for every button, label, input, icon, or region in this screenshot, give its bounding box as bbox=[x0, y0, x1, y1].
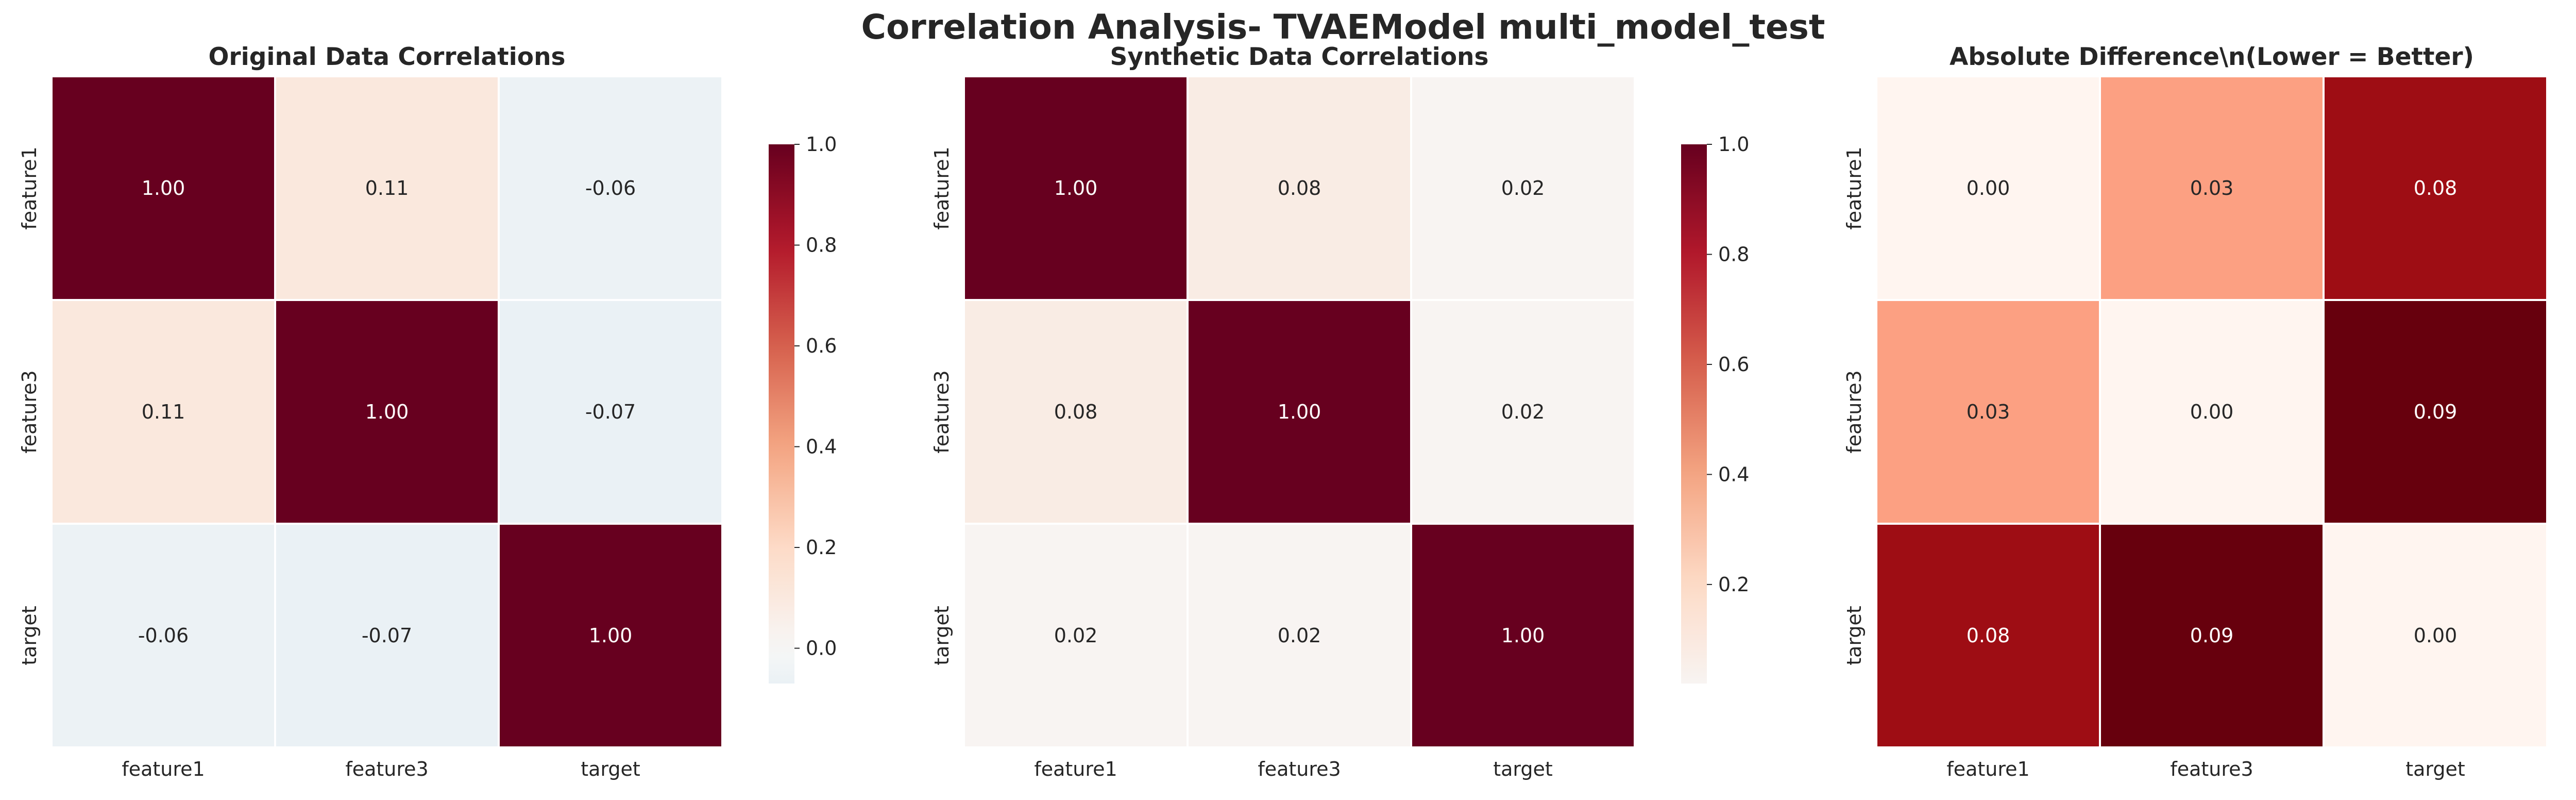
heatmap-cell-r2-c1 bbox=[1875, 299, 2101, 525]
cell-value-label: 0.09 bbox=[2414, 401, 2458, 423]
heatmap-panel-1: Original Data Correlations 1.00 0.11 -0.06 0… bbox=[18, 43, 837, 780]
y-tick-label: feature3 bbox=[930, 370, 953, 453]
cell-value-label: 1.00 bbox=[1054, 177, 1098, 199]
cell-value-label: 0.02 bbox=[1278, 624, 1321, 647]
colorbar-tick-label: 0.8 bbox=[1718, 243, 1749, 265]
colorbar-tick-label: 0.8 bbox=[806, 234, 837, 257]
y-tick-label: feature1 bbox=[18, 146, 41, 229]
heatmap-cell-r2-c3 bbox=[1410, 299, 1636, 525]
cell-value-label: 1.00 bbox=[1501, 624, 1545, 647]
y-tick-label: feature1 bbox=[1843, 146, 1866, 229]
cell-value-label: 0.08 bbox=[2414, 177, 2458, 199]
heatmap-panel-3: Absolute Difference\n(Lower = Better) 0.0… bbox=[1843, 43, 2548, 780]
cell-value-label: 0.02 bbox=[1501, 401, 1545, 423]
heatmap-cell-r2-c3 bbox=[498, 299, 723, 525]
cell-value-label: -0.07 bbox=[585, 401, 636, 423]
heatmap-cell-r3-c1 bbox=[50, 523, 276, 748]
heatmap-cell-r2-c2 bbox=[274, 299, 500, 525]
heatmap-cell-r1-c1 bbox=[50, 75, 276, 301]
y-tick-label: feature3 bbox=[18, 370, 41, 453]
cell-value-label: 0.11 bbox=[365, 177, 409, 199]
heatmap-cell-r1-c3 bbox=[2323, 75, 2548, 301]
heatmap-cell-r3-c3 bbox=[2323, 523, 2548, 748]
heatmap-cell-r1-c3 bbox=[1410, 75, 1636, 301]
colorbar-tick-label: 0.0 bbox=[806, 637, 837, 660]
heatmap-cell-r2-c2 bbox=[1187, 299, 1412, 525]
heatmap-cell-r3-c2 bbox=[1187, 523, 1412, 748]
cell-value-label: -0.06 bbox=[585, 177, 636, 199]
colorbar-tick-label: 1.0 bbox=[1718, 133, 1749, 156]
cell-value-label: 0.02 bbox=[1501, 177, 1545, 199]
y-tick-label: feature3 bbox=[1843, 370, 1866, 453]
x-tick-label: target bbox=[1493, 758, 1553, 780]
cell-value-label: 1.00 bbox=[589, 624, 633, 647]
heatmap-cell-r3-c2 bbox=[2099, 523, 2325, 748]
x-tick-label: target bbox=[581, 758, 640, 780]
cell-value-label: 0.00 bbox=[2190, 401, 2234, 423]
figure-suptitle: Correlation Analysis- TVAEModel multi_mo… bbox=[861, 7, 1825, 47]
colorbar-tick-label: 0.4 bbox=[1718, 463, 1749, 486]
cell-value-label: 0.11 bbox=[142, 401, 185, 423]
heatmap-cell-r1-c2 bbox=[274, 75, 500, 301]
heatmap-cell-r2-c3 bbox=[2323, 299, 2548, 525]
colorbar-tick-label: 0.6 bbox=[806, 335, 837, 357]
cell-value-label: -0.06 bbox=[138, 624, 189, 647]
heatmap-cell-r1-c3 bbox=[498, 75, 723, 301]
cell-value-label: 0.03 bbox=[2190, 177, 2234, 199]
panel-title: Synthetic Data Correlations bbox=[1110, 43, 1489, 71]
cell-value-label: 1.00 bbox=[142, 177, 185, 199]
heatmap-cell-r3-c1 bbox=[1875, 523, 2101, 748]
x-tick-label: feature1 bbox=[1946, 758, 2029, 780]
cell-value-label: 0.00 bbox=[1967, 177, 2010, 199]
panel-title: Original Data Correlations bbox=[208, 43, 565, 71]
cell-value-label: 0.08 bbox=[1967, 624, 2010, 647]
heatmap-cell-r1-c2 bbox=[1187, 75, 1412, 301]
cell-value-label: 0.02 bbox=[1054, 624, 1098, 647]
cell-value-label: 1.00 bbox=[1278, 401, 1321, 423]
y-tick-label: target bbox=[1843, 606, 1866, 665]
cell-value-label: 1.00 bbox=[365, 401, 409, 423]
y-tick-label: target bbox=[18, 606, 41, 665]
colorbar bbox=[769, 144, 794, 684]
cell-value-label: 0.08 bbox=[1278, 177, 1321, 199]
heatmap-cell-r3-c3 bbox=[1410, 523, 1636, 748]
heatmap-cell-r1-c2 bbox=[2099, 75, 2325, 301]
colorbar bbox=[1681, 144, 1707, 684]
cell-value-label: -0.07 bbox=[362, 624, 412, 647]
y-tick-label: target bbox=[930, 606, 953, 665]
colorbar-tick-label: 0.2 bbox=[806, 536, 837, 559]
colorbar-tick-label: 0.2 bbox=[1718, 573, 1749, 596]
x-tick-label: feature1 bbox=[1034, 758, 1117, 780]
heatmap-cell-r3-c3 bbox=[498, 523, 723, 748]
heatmap-cell-r1-c1 bbox=[1875, 75, 2101, 301]
colorbar-tick-label: 0.4 bbox=[806, 436, 837, 458]
heatmap-cell-r3-c2 bbox=[274, 523, 500, 748]
x-tick-label: feature3 bbox=[1258, 758, 1341, 780]
x-tick-label: feature1 bbox=[122, 758, 205, 780]
cell-value-label: 0.08 bbox=[1054, 401, 1098, 423]
x-tick-label: feature3 bbox=[2170, 758, 2253, 780]
colorbar-tick-label: 1.0 bbox=[806, 133, 837, 156]
cell-value-label: 0.00 bbox=[2414, 624, 2458, 647]
x-tick-label: feature3 bbox=[345, 758, 428, 780]
heatmap-cell-r1-c1 bbox=[963, 75, 1189, 301]
panel-title: Absolute Difference\n(Lower = Better) bbox=[1950, 43, 2474, 71]
y-tick-label: feature1 bbox=[930, 146, 953, 229]
heatmap-panel-2: Synthetic Data Correlations 1.00 0.08 0.02 0… bbox=[930, 43, 1749, 780]
cell-value-label: 0.09 bbox=[2190, 624, 2234, 647]
heatmap-cell-r2-c1 bbox=[50, 299, 276, 525]
x-tick-label: target bbox=[2405, 758, 2465, 780]
heatmap-cell-r2-c2 bbox=[2099, 299, 2325, 525]
colorbar-tick-label: 0.6 bbox=[1718, 353, 1749, 376]
heatmap-cell-r2-c1 bbox=[963, 299, 1189, 525]
cell-value-label: 0.03 bbox=[1967, 401, 2010, 423]
